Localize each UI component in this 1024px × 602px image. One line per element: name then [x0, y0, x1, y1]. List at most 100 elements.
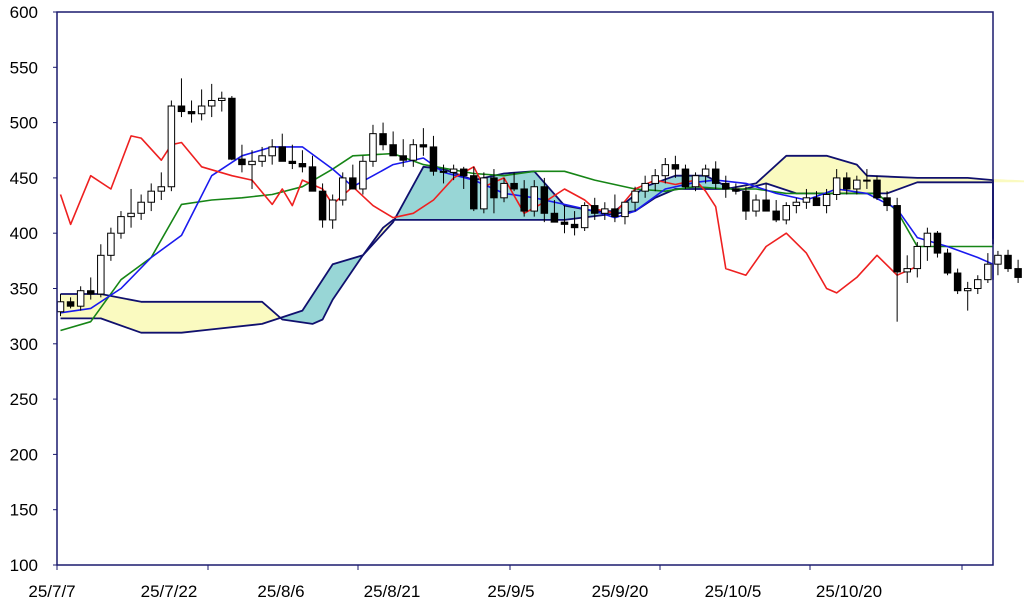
x-tick-label: 25/7/7 — [28, 582, 75, 601]
candle-body-up — [449, 168, 458, 173]
y-tick-label: 400 — [10, 224, 38, 243]
candle-body-up — [409, 144, 418, 161]
candle — [540, 177, 549, 223]
candle-body-down — [439, 170, 448, 173]
candle — [611, 194, 619, 223]
candle-body-up — [369, 133, 377, 162]
candle — [197, 89, 206, 121]
candle — [853, 175, 861, 195]
candle — [570, 211, 579, 236]
candle — [722, 175, 730, 198]
candle-body-down — [681, 168, 690, 188]
kumo-bearish-area — [730, 155, 1024, 194]
candle — [822, 188, 831, 214]
candle-body-up — [137, 201, 145, 214]
candle — [439, 164, 448, 184]
y-tick-label: 550 — [10, 58, 38, 77]
candle-body-down — [570, 223, 579, 229]
y-tick-label: 200 — [10, 445, 38, 464]
candle — [328, 194, 337, 229]
candle-body-up — [631, 190, 639, 203]
y-axis-ticks: 100 150 200 250 300 350 400 450 500 550 600 — [10, 3, 57, 575]
x-tick-label: 25/10/20 — [816, 582, 882, 601]
candle — [863, 169, 871, 189]
candle-body-down — [893, 205, 901, 273]
candle — [691, 172, 700, 192]
candle — [782, 202, 791, 225]
candle — [1004, 249, 1012, 272]
candle-body-down — [238, 158, 246, 166]
candle-body-up — [127, 212, 135, 218]
candle — [893, 197, 901, 322]
candle — [228, 96, 236, 161]
candle-body-up — [97, 254, 105, 295]
candle-body-down — [318, 190, 327, 221]
candle-body-up — [258, 155, 266, 162]
candle-body-down — [943, 252, 952, 274]
candle-body-up — [822, 193, 831, 207]
candle — [812, 191, 821, 207]
candle — [842, 172, 851, 195]
candle-body-down — [883, 197, 891, 207]
candle-body-down — [590, 205, 599, 214]
candle-body-down — [459, 168, 468, 177]
candle-body-up — [651, 175, 659, 184]
kumo-bullish-area — [282, 255, 363, 324]
candle — [631, 186, 639, 212]
candle — [1014, 259, 1022, 283]
candlesticks — [56, 78, 1022, 322]
candle — [449, 164, 458, 181]
candle-body-up — [76, 290, 85, 307]
candle — [742, 186, 750, 220]
candle-body-up — [500, 182, 508, 199]
candle — [298, 150, 307, 173]
candle — [943, 248, 952, 276]
candle-body-down — [470, 175, 478, 210]
candle-body-down — [177, 105, 186, 113]
candle — [883, 191, 891, 212]
candle — [641, 175, 649, 198]
candle-body-up — [621, 201, 629, 218]
candle — [873, 175, 881, 201]
candle-body-down — [490, 177, 498, 199]
candle — [308, 155, 317, 192]
candle — [369, 124, 377, 167]
candle — [248, 150, 256, 189]
candle-body-up — [117, 216, 125, 234]
candle-body-up — [338, 177, 347, 201]
candle-body-up — [359, 160, 367, 190]
candle — [409, 139, 418, 167]
candle — [127, 188, 135, 228]
candle — [984, 253, 992, 283]
candle-body-down — [560, 221, 569, 225]
candle — [933, 230, 942, 258]
candle — [419, 128, 428, 156]
plot-frame — [56, 11, 994, 566]
candle-body-up — [853, 179, 861, 190]
candle-body-down — [742, 190, 750, 212]
kumo-bullish-area — [395, 166, 731, 220]
kijun-sen-line — [60, 152, 993, 332]
candle-body-up — [268, 146, 276, 157]
candle-body-up — [197, 105, 206, 115]
candle-body-down — [419, 144, 428, 148]
candle-body-up — [207, 99, 216, 107]
kumo-bearish-area — [60, 294, 283, 333]
candle-body-up — [248, 160, 256, 166]
candle-body-up — [167, 105, 176, 188]
candle-body-down — [772, 210, 780, 221]
candle-body-up — [328, 199, 337, 221]
candle-body-down — [520, 188, 528, 212]
candle-body-up — [107, 232, 115, 256]
candle-body-up — [923, 232, 932, 247]
candle-body-up — [903, 268, 911, 273]
candle-body-up — [580, 205, 589, 229]
candle — [963, 281, 972, 311]
candle — [560, 205, 569, 234]
candle — [550, 200, 559, 223]
candle-body-down — [399, 155, 407, 161]
tenkan-sen-line — [60, 146, 994, 314]
candle-body-down — [711, 168, 720, 184]
candle — [500, 177, 508, 203]
candle-body-up — [641, 182, 649, 192]
